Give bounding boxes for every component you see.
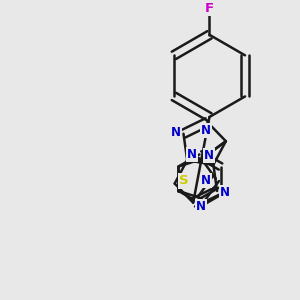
Text: N: N xyxy=(201,124,211,137)
Text: N: N xyxy=(196,200,206,213)
Text: N: N xyxy=(201,174,211,187)
Text: S: S xyxy=(178,175,188,188)
Text: N: N xyxy=(171,126,181,139)
Text: N: N xyxy=(204,149,214,162)
Text: N: N xyxy=(187,148,197,161)
Text: F: F xyxy=(205,2,214,15)
Text: N: N xyxy=(220,186,230,199)
